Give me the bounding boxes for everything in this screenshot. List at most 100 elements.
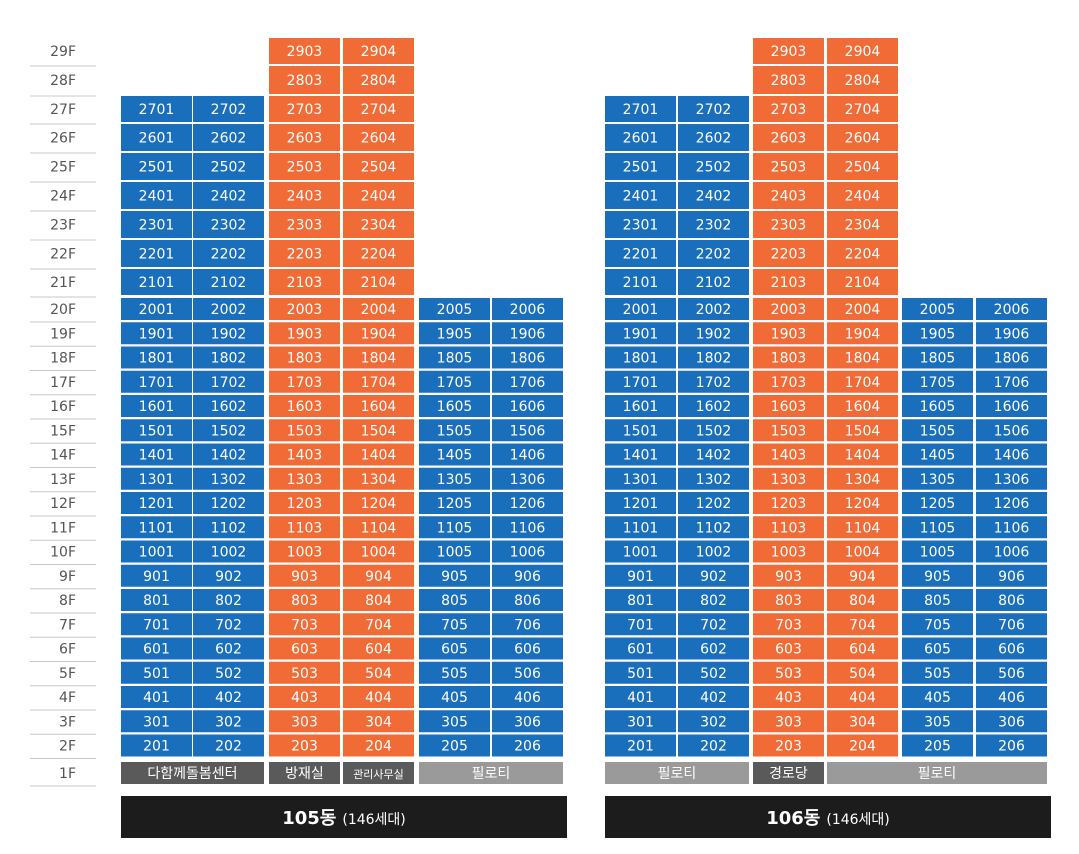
unit-number: 302 (215, 714, 242, 730)
unit-number: 2904 (361, 44, 397, 60)
unit-number: 606 (998, 642, 1025, 658)
floor-label: 21F (50, 275, 76, 291)
unit-number: 1404 (361, 448, 397, 464)
unit-cell (193, 269, 264, 295)
unit-number: 606 (514, 642, 541, 658)
unit-cell (605, 710, 676, 733)
unit-number: 702 (215, 617, 242, 633)
unit-cell (902, 710, 973, 733)
unit-number: 1202 (696, 496, 732, 512)
floor-label: 1F (59, 766, 76, 782)
unit-number: 1305 (437, 472, 473, 488)
unit-number: 1005 (437, 545, 473, 561)
unit-cell (827, 443, 898, 466)
unit-number: 1704 (845, 375, 881, 391)
unit-number: 802 (215, 593, 242, 609)
unit-number: 202 (700, 739, 727, 755)
unit-number: 1805 (437, 351, 473, 367)
unit-cell (605, 613, 676, 636)
unit-cell (753, 589, 824, 611)
unit-number: 1204 (361, 496, 397, 512)
unit-cell (121, 419, 192, 442)
unit-number: 904 (365, 569, 392, 585)
unit-number: 1302 (211, 472, 247, 488)
unit-number: 1702 (211, 375, 247, 391)
unit-cell (827, 564, 898, 587)
unit-cell (121, 395, 192, 417)
unit-cell (605, 686, 676, 708)
unit-cell (193, 346, 264, 369)
unit-cell (193, 443, 264, 466)
unit-number: 1901 (139, 326, 175, 342)
unit-number: 1405 (437, 448, 473, 464)
unit-number: 306 (998, 714, 1025, 730)
unit-number: 1405 (920, 448, 956, 464)
unit-number: 201 (627, 739, 654, 755)
unit-cell (121, 96, 192, 122)
unit-cell (343, 540, 414, 563)
unit-number: 304 (365, 714, 392, 730)
unit-number: 302 (700, 714, 727, 730)
unit-cell (753, 38, 824, 64)
unit-cell (605, 395, 676, 417)
building-name: 105동 (282, 808, 336, 829)
unit-cell (269, 38, 340, 64)
unit-cell (269, 516, 340, 539)
unit-number: 1406 (510, 448, 546, 464)
unit-cell (827, 322, 898, 345)
unit-cell (976, 395, 1047, 417)
unit-number: 1906 (994, 326, 1030, 342)
unit-number: 405 (441, 690, 468, 706)
unit-number: 1501 (139, 423, 175, 439)
unit-number: 2904 (845, 44, 881, 60)
unit-number: 2203 (287, 247, 323, 263)
unit-cell (678, 124, 749, 151)
unit-cell (605, 322, 676, 345)
unit-number: 506 (514, 666, 541, 682)
unit-number: 702 (700, 617, 727, 633)
unit-number: 1902 (696, 326, 732, 342)
unit-number: 905 (441, 569, 468, 585)
unit-cell (193, 395, 264, 417)
unit-cell (605, 124, 676, 151)
unit-number: 1104 (361, 520, 397, 536)
unit-number: 1504 (361, 423, 397, 439)
unit-cell (269, 298, 340, 320)
unit-cell (193, 710, 264, 733)
unit-cell (343, 322, 414, 345)
unit-cell (902, 686, 973, 708)
unit-cell (976, 734, 1047, 757)
unit-cell (753, 322, 824, 345)
unit-cell (678, 661, 749, 684)
unit-number: 705 (441, 617, 468, 633)
ground-floor-cell (753, 762, 824, 784)
unit-cell (193, 516, 264, 539)
unit-number: 1506 (994, 423, 1030, 439)
unit-cell (605, 96, 676, 122)
unit-number: 1505 (437, 423, 473, 439)
unit-number: 701 (627, 617, 654, 633)
unit-cell (269, 419, 340, 442)
unit-cell (976, 589, 1047, 611)
unit-cell (827, 516, 898, 539)
unit-cell (269, 182, 340, 209)
unit-cell (269, 346, 340, 369)
unit-cell (193, 661, 264, 684)
unit-cell (419, 564, 490, 587)
household-count: (146세대) (826, 812, 889, 828)
unit-number: 1305 (920, 472, 956, 488)
unit-number: 1003 (287, 545, 323, 561)
unit-cell (976, 710, 1047, 733)
unit-cell (492, 540, 563, 563)
unit-cell (419, 492, 490, 514)
unit-number: 1601 (623, 399, 659, 415)
unit-number: 1104 (845, 520, 881, 536)
unit-cell (492, 686, 563, 708)
unit-number: 1606 (994, 399, 1030, 415)
unit-cell (753, 298, 824, 320)
unit-cell (121, 540, 192, 563)
unit-cell (678, 153, 749, 180)
unit-number: 2503 (771, 160, 807, 176)
unit-number: 1205 (920, 496, 956, 512)
unit-number: 2803 (287, 73, 323, 89)
